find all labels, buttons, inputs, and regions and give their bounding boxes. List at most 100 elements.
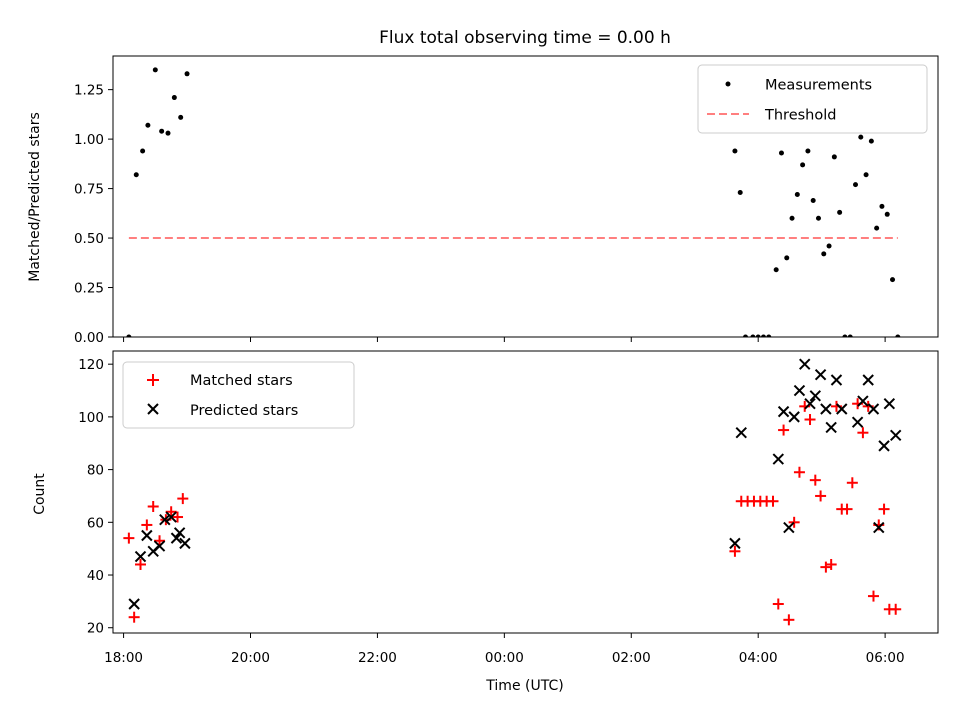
top-legend: Measurements Threshold [697, 64, 928, 134]
x-tick-label: 04:00 [739, 650, 778, 666]
matched-star-point [783, 614, 795, 626]
predicted-star-point [729, 537, 741, 550]
legend-marker-matched-stars [147, 374, 159, 386]
bottom-plot-marks [123, 358, 902, 626]
matched-star-point [788, 516, 800, 528]
legend-label-matched-stars: Matched stars [190, 373, 293, 389]
measurement-point [794, 192, 800, 198]
predicted-star-point [809, 390, 822, 402]
measurement-point [152, 67, 158, 73]
predicted-star-point [128, 598, 140, 610]
bottom-panel: Count Time (UTC) 20 40 60 80 100 120 18:00 20:… [32, 350, 939, 694]
predicted-star-point [788, 411, 800, 423]
top-y-axis-label: Matched/Predicted stars [27, 112, 43, 282]
bottom-y-tick-label: 40 [87, 568, 104, 584]
predicted-star-point [883, 398, 896, 410]
matched-star-point [793, 466, 805, 478]
legend-label-predicted-stars: Predicted stars [190, 403, 298, 419]
bottom-y-ticks: 20 40 60 80 100 120 [78, 357, 113, 637]
matched-star-point [172, 511, 184, 523]
measurement-point [847, 334, 853, 337]
measurement-point [826, 243, 832, 249]
measurement-point [853, 182, 858, 188]
bottom-y-tick-label: 120 [78, 357, 104, 373]
top-plot-marks [126, 67, 901, 337]
measurement-point [858, 134, 864, 140]
predicted-star-point [141, 529, 153, 542]
x-tick-label: 00:00 [485, 650, 524, 666]
legend-label-threshold: Threshold [764, 108, 836, 124]
predicted-star-point [783, 521, 795, 534]
matched-star-point [123, 532, 135, 544]
matched-star-point [815, 490, 827, 502]
measurement-point [895, 334, 901, 337]
measurement-point [863, 172, 869, 178]
legend-label-measurements: Measurements [765, 78, 872, 94]
measurement-point [789, 215, 795, 221]
measurement-point [165, 130, 171, 136]
predicted-star-point [867, 403, 880, 415]
matched-star-point [820, 561, 832, 573]
top-axes-frame [112, 55, 939, 338]
x-tick-label: 02:00 [612, 650, 651, 666]
matched-star-point [778, 424, 790, 436]
matched-star-point [841, 503, 853, 515]
top-y-tick-label: 0.25 [74, 281, 104, 297]
top-y-tick-label: 0.00 [74, 330, 104, 346]
predicted-star-point [159, 513, 171, 526]
bottom-y-tick-label: 20 [87, 621, 104, 637]
measurement-point [750, 334, 756, 337]
measurement-point [178, 114, 184, 120]
predicted-star-point [772, 453, 784, 465]
bottom-x-ticks: 18:00 20:00 22:00 00:00 02:00 04:00 06:00 [104, 633, 905, 666]
measurement-point [874, 225, 880, 231]
predicted-star-point [825, 421, 837, 434]
measurement-point [184, 71, 190, 77]
matched-star-point [857, 427, 869, 439]
predicted-star-point [851, 416, 864, 428]
predicted-star-point [134, 550, 147, 563]
matched-star-point [177, 493, 189, 505]
predicted-star-point [889, 429, 902, 442]
predicted-star-point [735, 426, 747, 439]
bottom-axes-frame [112, 350, 939, 634]
measurement-point [821, 251, 827, 257]
matched-star-point [128, 611, 140, 623]
matched-star-point [729, 545, 741, 557]
legend-marker-measurements [725, 81, 731, 87]
top-legend-box [697, 64, 928, 134]
x-tick-label: 20:00 [231, 650, 270, 666]
top-y-tick-label: 0.50 [74, 231, 104, 247]
measurement-point [140, 148, 146, 154]
measurement-point [815, 215, 821, 221]
top-y-tick-label: 1.25 [74, 83, 104, 99]
measurement-point [171, 95, 177, 101]
measurement-point [842, 334, 848, 337]
bottom-legend: Matched stars Predicted stars [122, 361, 355, 429]
top-panel: Matched/Predicted stars 0.00 0.25 0.50 0.75… [27, 55, 939, 346]
measurement-point [159, 128, 165, 134]
bottom-y-tick-label: 80 [87, 463, 104, 479]
chart-title: Flux total observing time = 0.00 h [379, 28, 671, 48]
measurement-point [145, 122, 151, 128]
matched-star-point [846, 477, 858, 489]
predicted-star-point [799, 358, 811, 370]
top-y-tick-label: 0.75 [74, 182, 104, 198]
measurement-point [884, 211, 890, 217]
predicted-star-point [777, 405, 790, 418]
matched-star-point [154, 535, 166, 547]
bottom-legend-box [122, 361, 355, 429]
measurement-point [133, 172, 139, 178]
measurement-point [737, 190, 743, 196]
predicted-star-point [153, 540, 166, 552]
matched-star-point [147, 500, 159, 512]
matched-star-point [809, 474, 821, 486]
measurement-point [766, 334, 772, 337]
predicted-star-point [173, 527, 186, 539]
measurement-point [732, 148, 738, 154]
matched-star-point [767, 495, 779, 507]
predicted-star-point [165, 511, 177, 523]
predicted-star-point [873, 521, 885, 534]
measurement-point [890, 277, 896, 283]
x-tick-label: 06:00 [866, 650, 905, 666]
